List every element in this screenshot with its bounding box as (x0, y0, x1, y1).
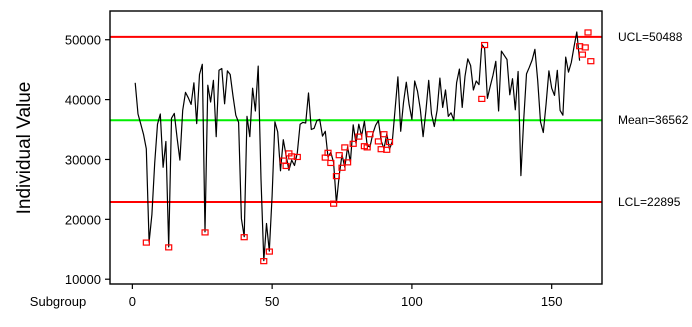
flagged-point (587, 58, 595, 65)
flagged-point (332, 173, 341, 180)
y-tick-label: 10000 (65, 272, 101, 287)
flagged-point (293, 153, 301, 161)
flagged-point (578, 51, 587, 58)
flagged-point (338, 164, 346, 171)
flagged-point (366, 131, 374, 138)
flagged-point (355, 133, 363, 140)
y-axis-title: Individual Value (14, 82, 35, 215)
flagged-point (363, 144, 371, 151)
flagged-point (260, 258, 268, 265)
flagged-point (341, 144, 349, 151)
flagged-point (330, 200, 338, 207)
y-tick-label: 40000 (65, 93, 101, 108)
flagged-point (240, 234, 248, 241)
flagged-point (165, 244, 173, 251)
flagged-point (478, 95, 486, 103)
flagged-point (282, 162, 290, 170)
x-tick-label: 50 (265, 294, 279, 309)
y-tick-label: 50000 (65, 33, 101, 48)
flagged-point (265, 248, 273, 255)
flagged-point (480, 41, 489, 49)
flagged-point (584, 29, 592, 36)
flagged-points (142, 29, 595, 265)
plot-frame (109, 10, 603, 285)
flagged-point (349, 140, 357, 147)
x-tick-label: 0 (129, 294, 136, 309)
y-tick-label: 30000 (65, 152, 101, 167)
x-axis-title: Subgroup (30, 294, 86, 309)
y-tick-label: 20000 (65, 212, 101, 227)
lcl-label: LCL=22895 (618, 195, 681, 209)
ucl-label: UCL=50488 (618, 30, 683, 44)
flagged-point (581, 44, 589, 51)
flagged-point (344, 159, 352, 166)
x-tick-label: 150 (541, 294, 563, 309)
series-line (134, 31, 581, 262)
flagged-point (335, 152, 343, 159)
flagged-point (383, 146, 391, 153)
flagged-point (324, 149, 332, 156)
flagged-point (327, 159, 335, 167)
mean-label: Mean=36562 (618, 113, 689, 127)
flagged-point (142, 239, 150, 246)
flagged-point (201, 229, 209, 236)
data-series (134, 31, 581, 262)
axis-ticks: 10000 20000 30000 40000 50000 0 50 100 150 (65, 33, 563, 309)
flagged-point (385, 138, 394, 146)
flagged-point (374, 138, 382, 145)
flagged-point (380, 131, 388, 138)
x-tick-label: 100 (401, 294, 423, 309)
